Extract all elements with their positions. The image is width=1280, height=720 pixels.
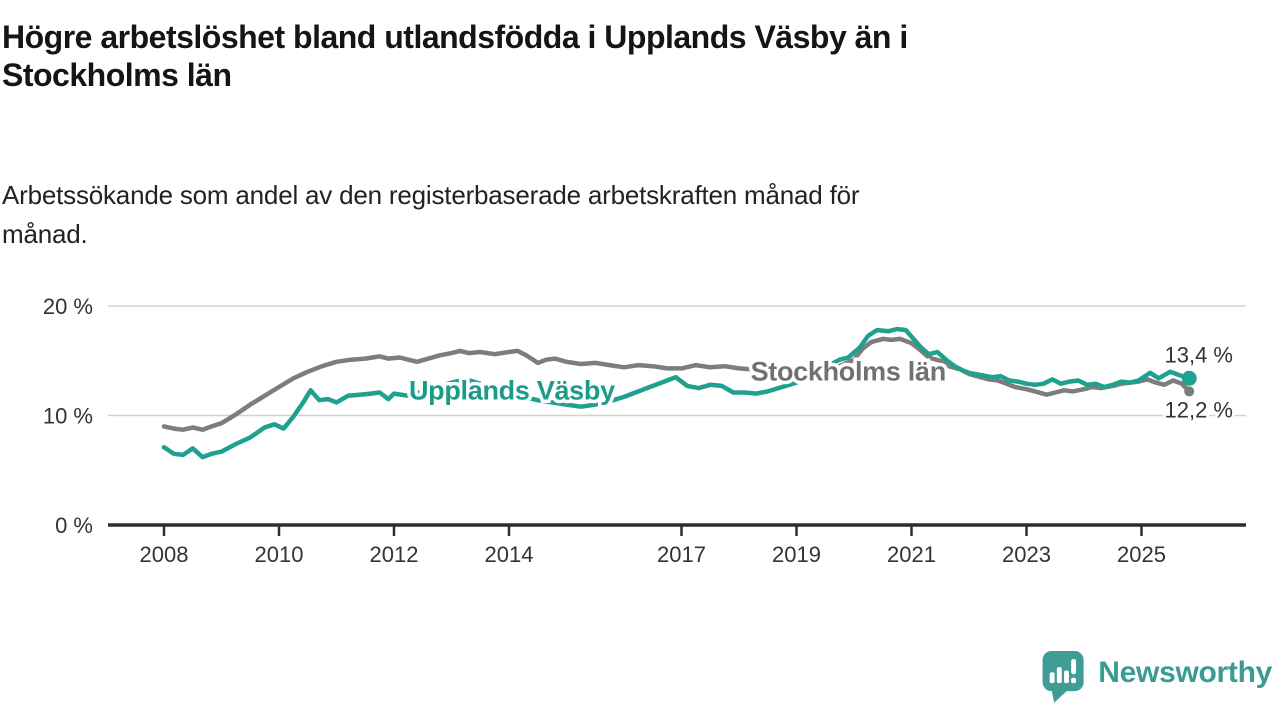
newsworthy-logo-text: Newsworthy xyxy=(1098,656,1272,689)
x-tick-label-2017: 2017 xyxy=(657,542,706,567)
logo-exclamation-bar xyxy=(1071,659,1077,675)
series-label-stockholms-l-n: Stockholms län xyxy=(751,357,946,387)
x-tick-label-2012: 2012 xyxy=(370,542,419,567)
x-tick-label-2010: 2010 xyxy=(255,542,304,567)
newsworthy-logo: Newsworthy xyxy=(1039,648,1272,704)
x-tick-label-2021: 2021 xyxy=(887,542,936,567)
y-tick-label-20: 20 % xyxy=(43,294,93,319)
end-dot-stockholms-l-n xyxy=(1184,386,1195,397)
series-label-upplands-v-sby: Upplands Väsby xyxy=(409,375,615,405)
series-line-upplands-v-sby xyxy=(161,326,1192,460)
series-line-stockholms-l-n xyxy=(161,336,1192,432)
y-tick-label-10: 10 % xyxy=(43,404,93,429)
x-tick-label-2025: 2025 xyxy=(1117,542,1166,567)
chart-subtitle-line-1: Arbetssökande som andel av den registerb… xyxy=(2,180,860,210)
end-value-label-upplands-v-sby: 13,4 % xyxy=(1165,342,1234,367)
y-tick-label-0: 0 % xyxy=(55,513,93,538)
x-tick-label-2023: 2023 xyxy=(1002,542,1051,567)
end-dot-upplands-v-sby xyxy=(1181,370,1197,386)
chart-title-line-1: Högre arbetslöshet bland utlandsfödda i … xyxy=(2,19,908,55)
logo-bar-2 xyxy=(1057,667,1063,684)
logo-exclamation-dot xyxy=(1071,677,1077,684)
newsworthy-logo-icon xyxy=(1042,651,1084,703)
chart-subtitle-line-2: månad. xyxy=(2,219,88,249)
x-tick-label-2014: 2014 xyxy=(485,542,534,567)
chart-title: Högre arbetslöshet bland utlandsfödda i … xyxy=(2,18,1252,94)
logo-bar-3 xyxy=(1064,670,1070,684)
logo-bar-1 xyxy=(1049,672,1055,684)
x-tick-label-2019: 2019 xyxy=(772,542,821,567)
chart-title-line-2: Stockholms län xyxy=(2,57,232,93)
chart-subtitle: Arbetssökande som andel av den registerb… xyxy=(2,176,1182,254)
end-value-label-stockholms-l-n: 12,2 % xyxy=(1165,397,1234,422)
x-tick-label-2008: 2008 xyxy=(140,542,189,567)
